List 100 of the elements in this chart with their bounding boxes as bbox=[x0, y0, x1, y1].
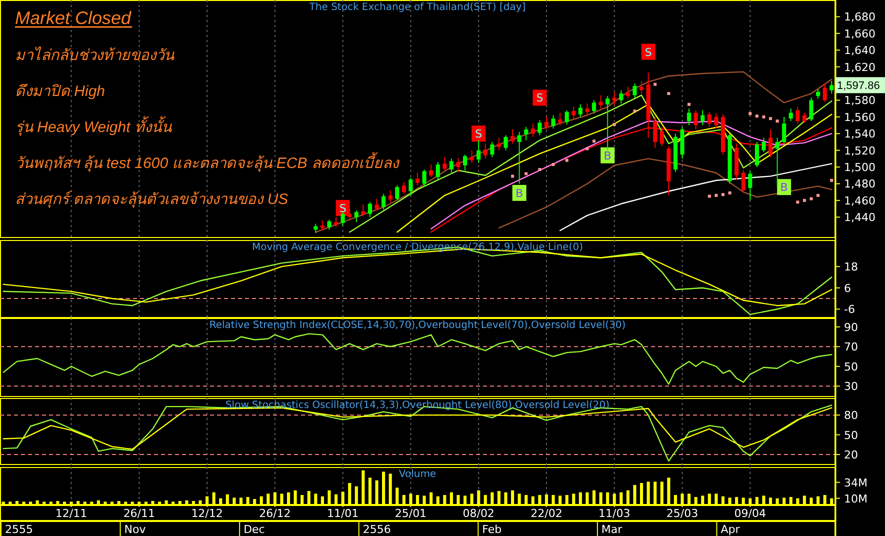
y-tick-label: 1,580 bbox=[844, 94, 876, 108]
text: Dec bbox=[244, 523, 265, 536]
text: 2556 bbox=[362, 523, 391, 536]
chart-title: Volume bbox=[398, 469, 436, 480]
candlestick bbox=[551, 114, 556, 130]
point bbox=[612, 122, 616, 126]
line-series bbox=[498, 158, 832, 229]
point bbox=[776, 120, 779, 123]
x-tick-label: 12/12 bbox=[191, 507, 223, 520]
candlestick bbox=[490, 141, 494, 158]
point bbox=[633, 110, 636, 113]
candlestick bbox=[320, 220, 324, 231]
y-tick-label: 1,560 bbox=[844, 110, 876, 124]
y-tick-label: 1,660 bbox=[844, 27, 876, 40]
candlestick bbox=[788, 108, 793, 122]
y-tick-label: 70 bbox=[844, 340, 858, 354]
candlestick bbox=[340, 212, 345, 226]
candlestick bbox=[578, 104, 582, 118]
y-tick-label: 34M bbox=[844, 476, 868, 490]
candlestick bbox=[754, 141, 759, 168]
candlestick bbox=[476, 140, 481, 164]
candlestick bbox=[585, 103, 590, 116]
candlestick bbox=[592, 100, 596, 114]
point bbox=[769, 117, 772, 120]
point bbox=[524, 172, 528, 176]
data-label: B bbox=[516, 186, 524, 200]
candlestick bbox=[830, 80, 834, 94]
y-tick-label: 50 bbox=[844, 360, 858, 374]
candlestick bbox=[714, 113, 718, 130]
y-tick-label: 1,680 bbox=[844, 10, 876, 24]
candlestick bbox=[802, 112, 806, 124]
point bbox=[721, 193, 724, 196]
candlestick bbox=[606, 96, 610, 151]
candlestick bbox=[408, 177, 413, 196]
point bbox=[592, 140, 596, 143]
y-tick-label: 1,460 bbox=[844, 194, 876, 208]
text: 2555 bbox=[5, 523, 33, 536]
candlestick bbox=[456, 157, 460, 173]
x-tick-label: 25/01 bbox=[394, 507, 427, 520]
point bbox=[565, 158, 568, 162]
point bbox=[830, 178, 834, 182]
y-tick-label: 10M bbox=[844, 492, 868, 506]
x-tick-label: 12/11 bbox=[55, 507, 88, 520]
candlestick bbox=[449, 158, 454, 174]
candlestick bbox=[354, 210, 358, 223]
x-tick-label: 25/03 bbox=[666, 507, 698, 520]
annotation: Market Closed bbox=[15, 8, 132, 28]
candlestick bbox=[462, 154, 468, 171]
line-series bbox=[559, 163, 832, 232]
candlestick bbox=[822, 83, 827, 102]
x-tick-label: 22/02 bbox=[530, 507, 562, 520]
y-tick-label: 1,540 bbox=[844, 128, 876, 141]
candlestick bbox=[775, 137, 780, 188]
candlestick bbox=[626, 86, 630, 100]
candlestick bbox=[762, 137, 766, 152]
candlestick bbox=[741, 170, 746, 193]
candlestick bbox=[619, 90, 624, 104]
candlestick bbox=[429, 164, 434, 178]
point bbox=[688, 102, 691, 106]
y-tick-label: 1,620 bbox=[844, 60, 876, 74]
y-tick-label: 20 bbox=[844, 448, 858, 462]
annotation: มาไล่กลับช่วงท้ายของวัน bbox=[15, 46, 175, 64]
candlestick bbox=[782, 116, 786, 144]
candlestick bbox=[382, 193, 386, 210]
line-series bbox=[315, 71, 832, 233]
data-label: S bbox=[536, 92, 544, 105]
x-tick-label: 09/04 bbox=[734, 507, 766, 520]
candlestick bbox=[694, 110, 698, 130]
candlestick bbox=[415, 172, 420, 186]
point bbox=[810, 197, 813, 200]
candlestick bbox=[327, 219, 332, 230]
point bbox=[762, 115, 766, 118]
y-tick-label: 90 bbox=[844, 320, 858, 334]
candlestick bbox=[422, 169, 426, 188]
text: Nov bbox=[124, 523, 146, 536]
x-tick-label: 08/02 bbox=[462, 507, 494, 520]
chart-title: Relative Strength Index(CLOSE,14,30,70),Overbought Level(70),Oversold Level(30) bbox=[209, 320, 626, 331]
candlestick bbox=[687, 108, 692, 126]
x-tick-label: 11/01 bbox=[326, 507, 359, 520]
x-tick-label: 26/11 bbox=[123, 507, 156, 520]
data-label: S bbox=[644, 46, 652, 59]
candlestick bbox=[538, 120, 542, 136]
candlestick bbox=[544, 116, 549, 130]
point bbox=[708, 194, 711, 198]
line-series bbox=[2, 333, 832, 385]
candlestick bbox=[558, 112, 562, 126]
candlestick bbox=[374, 198, 379, 211]
text: Mar bbox=[601, 523, 623, 536]
point bbox=[714, 194, 718, 197]
point bbox=[796, 200, 800, 204]
candlestick bbox=[524, 126, 528, 141]
candlestick bbox=[510, 128, 515, 144]
candlestick bbox=[442, 156, 447, 171]
candlestick bbox=[436, 162, 440, 180]
y-tick-label: 30 bbox=[844, 380, 858, 394]
annotation: รุ่น Heavy Weight ทั้งนั้น bbox=[15, 116, 172, 136]
candlestick bbox=[809, 97, 814, 122]
point bbox=[586, 147, 589, 150]
y-tick-label: 1,480 bbox=[844, 178, 876, 191]
candlestick bbox=[700, 110, 705, 126]
